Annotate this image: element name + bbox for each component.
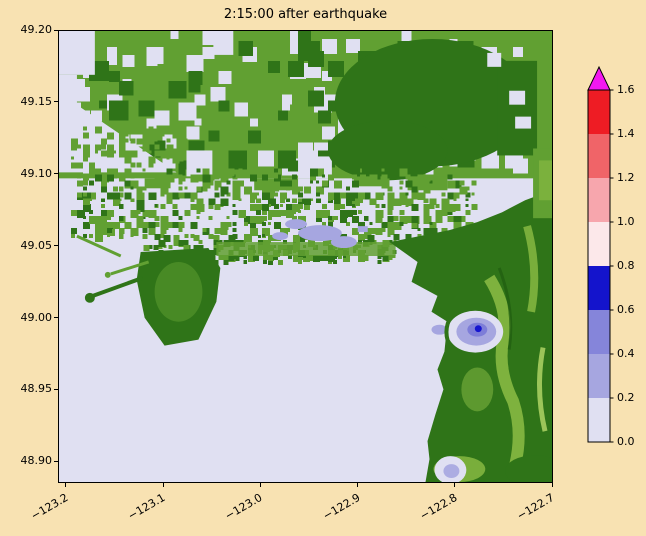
map-plot-area: [58, 30, 553, 483]
plot-title: 2:15:00 after earthquake: [223, 7, 388, 22]
wave-hotspot-bay: [444, 310, 504, 353]
colorbar-band: [588, 134, 610, 178]
y-tick-label: 49.15: [20, 94, 53, 108]
y-tick-label: 49.00: [20, 310, 53, 324]
colorbar-tick-label: 0.2: [617, 391, 635, 404]
jetty-short: [110, 260, 150, 276]
forest-blob-extension: [327, 120, 448, 181]
colorbar-tick-label: 0.0: [617, 435, 635, 448]
wave-hotspot: [474, 325, 482, 333]
south-bay-notch: [434, 456, 467, 482]
x-tick-mark: [357, 483, 359, 487]
jetty-long: [92, 276, 144, 298]
colorbar-band: [588, 266, 610, 310]
colorbar-tick-label: 1.0: [617, 215, 635, 228]
colorbar-ticks: [610, 89, 614, 443]
colorbar-band: [588, 222, 610, 266]
y-tick-label: 49.20: [20, 23, 53, 36]
colorbar-band: [588, 178, 610, 222]
colorbar: [587, 65, 614, 443]
x-tick-label: −123.0: [223, 491, 265, 523]
peninsula: [76, 234, 221, 346]
x-tick-label: −123.2: [28, 491, 71, 523]
wave-patch-river-channel: [272, 219, 448, 335]
x-tick-mark: [259, 483, 261, 487]
y-tick-mark: [54, 317, 58, 319]
y-tick-mark: [54, 173, 58, 175]
colorbar-bands: [588, 90, 610, 442]
colorbar-band: [588, 310, 610, 354]
y-tick-label: 48.95: [20, 382, 53, 396]
bay-spit: [444, 314, 454, 351]
x-tick-mark: [162, 483, 164, 487]
jetty-terminal: [84, 292, 95, 303]
y-tick-mark: [54, 388, 58, 390]
x-tick-label: −122.9: [320, 491, 363, 523]
colorbar-band: [588, 354, 610, 398]
x-tick-label: −122.7: [514, 491, 557, 523]
x-tick-label: −123.1: [125, 491, 168, 523]
y-tick-mark: [54, 245, 58, 247]
delta-south-strip: [216, 242, 396, 257]
colorbar-band: [588, 398, 610, 442]
x-tick-mark: [65, 483, 67, 487]
colorbar-tick-label: 0.4: [617, 347, 635, 360]
x-tick-mark: [454, 483, 456, 487]
colorbar-tick-label: 0.6: [617, 303, 635, 316]
colorbar-over-triangle: [587, 65, 611, 91]
west-arm-speckles: [70, 126, 188, 176]
colorbar-tick-label: 1.2: [617, 171, 635, 184]
y-tick-mark: [54, 460, 58, 462]
shore-road: [76, 234, 122, 258]
colorbar-tick-label: 1.4: [617, 127, 635, 140]
y-tick-label: 49.05: [20, 238, 53, 252]
colorbar-tick-label: 0.8: [617, 259, 635, 272]
y-tick-label: 48.90: [20, 454, 53, 468]
wave-height-map: [59, 31, 552, 482]
x-tick-mark: [551, 483, 553, 487]
colorbar-band: [588, 90, 610, 134]
forest-east: [497, 60, 538, 156]
x-tick-label: −122.8: [417, 491, 460, 523]
y-tick-label: 49.10: [20, 166, 53, 180]
y-tick-mark: [54, 29, 58, 31]
colorbar-tick-label: 1.6: [617, 83, 635, 96]
forest-water-holes: [487, 52, 532, 129]
y-tick-mark: [54, 101, 58, 103]
